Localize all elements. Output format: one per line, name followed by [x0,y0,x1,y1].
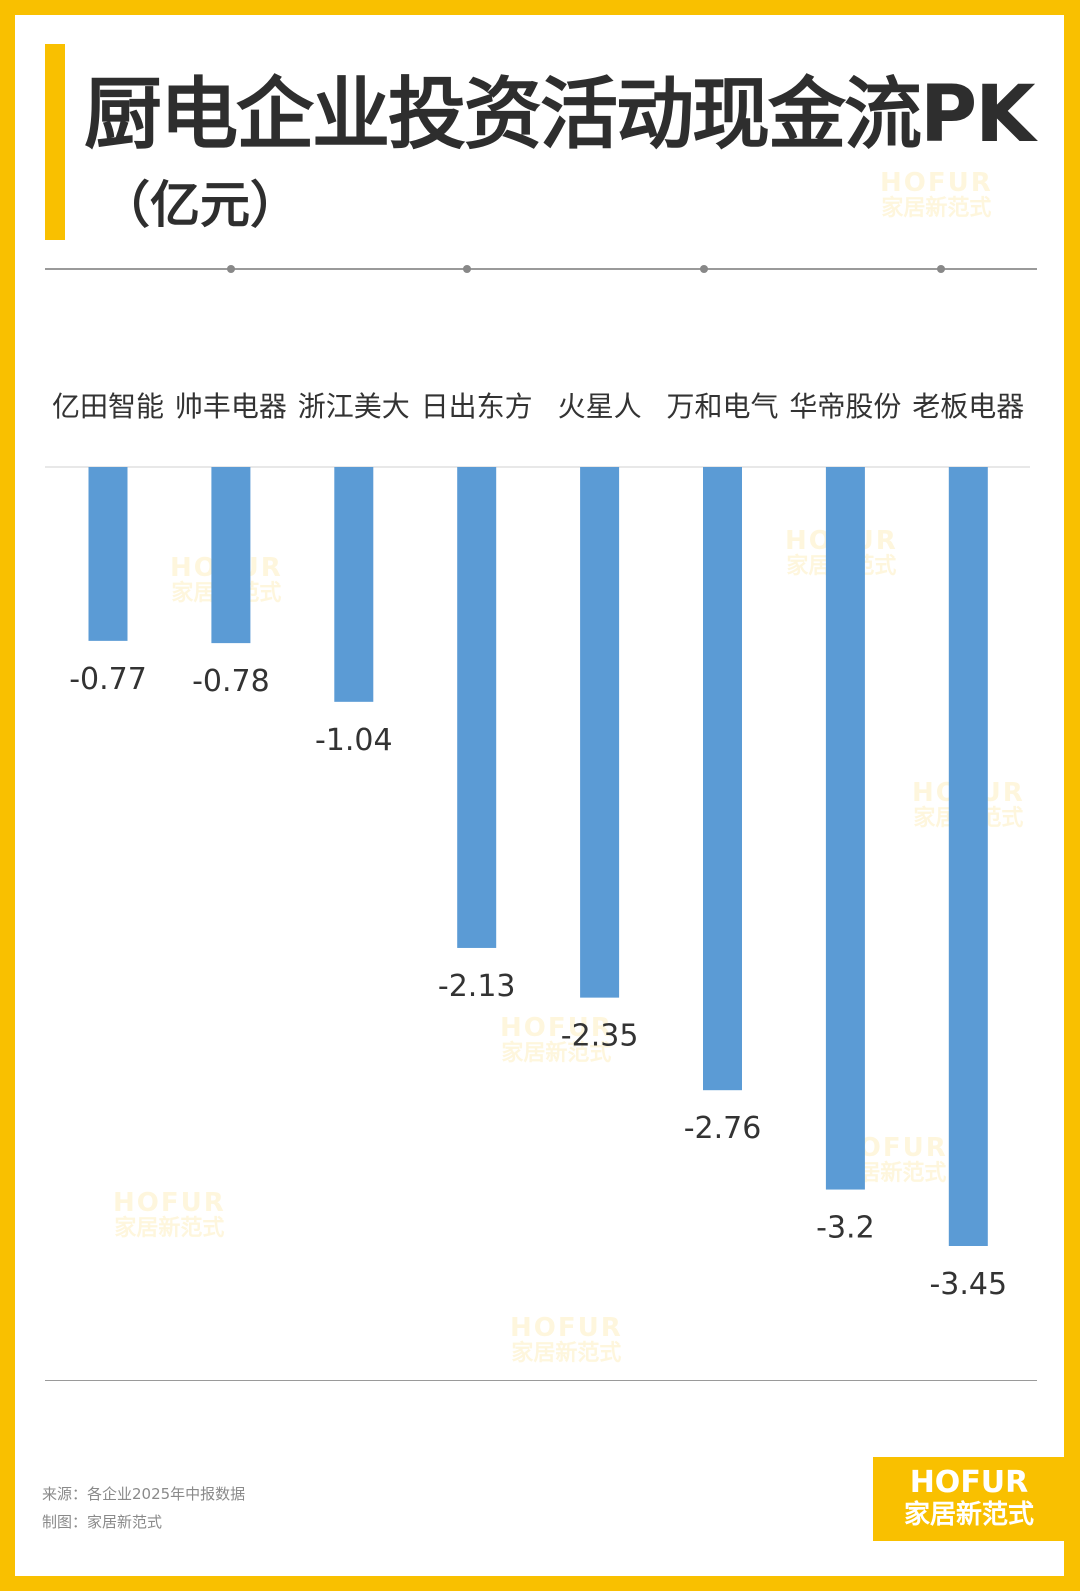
bar [211,467,251,644]
category-label: 亿田智能 [52,390,164,423]
chart-unit: （亿元） [100,176,300,234]
bar [703,467,742,1091]
footer-divider [45,1380,1037,1381]
maker-note: 制图：家居新范式 [42,1513,163,1531]
watermark-text: HOFUR [113,1188,226,1218]
logo-text-en: HOFUR [909,1465,1029,1500]
bar [457,467,497,948]
watermark-text: HOFUR [500,1013,613,1043]
logo-text-cn: 家居新范式 [903,1500,1034,1530]
value-label: -2.13 [438,969,516,1004]
divider-dot [700,265,708,273]
watermark-text: 家居新范式 [501,1041,612,1067]
header-divider [45,268,1037,270]
hofur-logo: HOFUR 家居新范式 [873,1457,1065,1541]
chart-title: 厨电企业投资活动现金流PK [84,70,1036,160]
chart-frame [15,15,1064,1576]
watermark-text: HOFUR [880,168,993,198]
watermark-text: 家居新范式 [114,1216,225,1242]
bar [334,467,374,702]
category-label: 火星人 [558,390,642,423]
bar [580,467,620,998]
value-label: -1.04 [315,723,393,758]
bar [825,467,865,1190]
bar [88,467,128,641]
value-label: -0.77 [69,662,147,697]
divider-dot [937,265,945,273]
category-label: 华帝股份 [789,390,901,423]
category-label: 浙江美大 [298,390,410,423]
value-label: -3.2 [816,1211,875,1246]
category-label: 万和电气 [667,390,779,423]
divider-dot [227,265,235,273]
category-label: 老板电器 [912,390,1024,423]
source-note: 来源：各企业2025年中报数据 [42,1485,246,1503]
value-label: -3.45 [929,1267,1007,1302]
watermark-text: 家居新范式 [881,196,992,222]
bar [948,467,988,1246]
value-label: -2.76 [684,1111,762,1146]
watermark-text: 家居新范式 [511,1341,622,1367]
divider-dot [463,265,471,273]
category-label: 日出东方 [421,390,533,423]
value-label: -0.78 [192,664,270,699]
value-label: -2.35 [561,1019,639,1054]
watermark-text: HOFUR [510,1313,623,1343]
category-label: 帅丰电器 [175,390,287,423]
title-accent-bar [45,44,65,240]
